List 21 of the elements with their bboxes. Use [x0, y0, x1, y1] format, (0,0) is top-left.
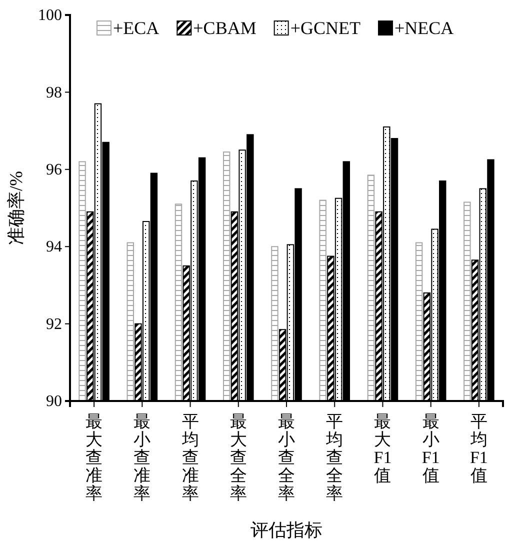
x-tick-label: 平均查全率 — [325, 412, 344, 503]
x-axis-title: 评估指标 — [250, 520, 322, 540]
x-tick-label: 最小F1值 — [422, 412, 440, 485]
legend-label: +ECA — [113, 18, 160, 38]
x-tick-label: 最小查全率 — [278, 412, 295, 503]
legend-label: +GCNET — [290, 18, 360, 38]
x-tick-label: 最大F1值 — [374, 412, 392, 485]
y-tick-label: 100 — [38, 7, 62, 24]
x-tick-label: 最大查全率 — [230, 412, 247, 503]
legend-label: +CBAM — [193, 18, 256, 38]
y-tick-label: 94 — [46, 238, 62, 256]
y-tick-label: 96 — [46, 162, 62, 179]
y-tick-label: 90 — [46, 393, 62, 410]
x-tick-label: 最大查准率 — [86, 412, 103, 503]
x-tick-label: 最小查准率 — [134, 412, 151, 503]
x-tick-label: 平均查准率 — [180, 412, 199, 503]
y-tick-label: 98 — [46, 84, 62, 102]
x-tick-label: 平均F1值 — [469, 412, 488, 485]
y-tick-label: 92 — [46, 316, 62, 333]
y-axis-title: 准确率/% — [6, 171, 26, 245]
legend-label: +NECA — [394, 18, 454, 38]
